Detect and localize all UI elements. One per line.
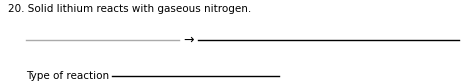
Text: →: → [184,34,194,47]
Text: Type of reaction: Type of reaction [26,71,109,81]
Text: 20. Solid lithium reacts with gaseous nitrogen.: 20. Solid lithium reacts with gaseous ni… [8,4,252,14]
